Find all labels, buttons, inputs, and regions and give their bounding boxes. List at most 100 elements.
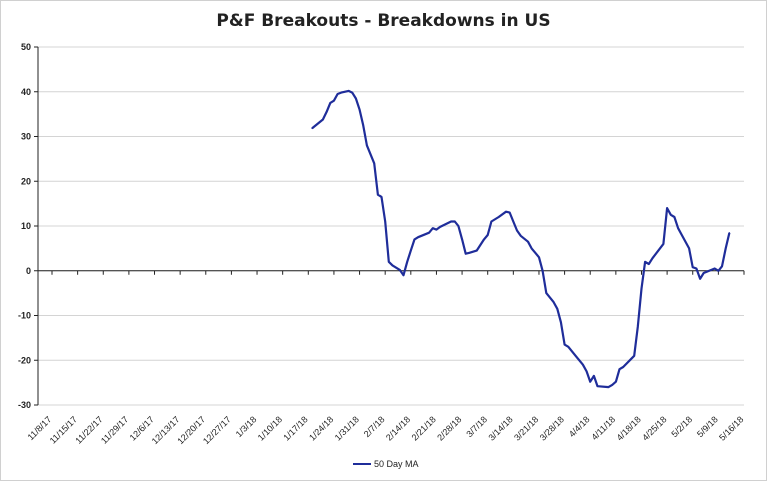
data-point [648,263,650,265]
data-point [333,100,335,102]
y-axis-ticks: 50 40 30 20 10 0 -10 -20 -30 [18,42,38,410]
data-point [666,207,668,209]
data-point [534,252,536,254]
x-axis-ticks: 11/8/1711/15/1711/22/1711/29/1712/6/1712… [26,270,745,446]
data-point [435,229,437,231]
data-point [662,243,665,245]
x-tick-label: 2/28/18 [435,414,463,442]
data-point [450,220,452,223]
series-layer [311,89,731,389]
data-point [359,109,361,111]
data-point [355,97,357,100]
y-tick-label: 10 [21,221,31,231]
data-point [681,234,683,236]
y-tick-label: 30 [21,132,31,142]
x-tick-label: 4/11/18 [589,414,617,442]
x-tick-label: 1/17/18 [281,414,309,442]
data-point [556,308,558,310]
data-point [428,232,430,234]
data-point [509,212,511,214]
y-tick-label: 50 [21,42,31,52]
data-point [567,346,569,348]
data-point [589,381,591,383]
data-point [640,288,643,290]
data-point [575,355,577,357]
gridlines [38,46,744,406]
data-point [483,238,485,240]
data-point [721,265,723,267]
data-point [498,216,500,218]
data-point [622,366,624,368]
legend-label: 50 Day MA [374,459,419,469]
data-point [607,386,610,388]
x-tick-label: 4/4/18 [567,414,592,439]
data-point [373,162,375,164]
chart-title: P&F Breakouts - Breakdowns in US [216,11,551,31]
x-tick-label: 1/24/18 [307,414,335,442]
data-point [366,144,368,146]
data-point [618,368,621,370]
data-point [461,238,463,240]
data-point [329,102,331,104]
series-line [311,89,731,389]
x-tick-label: 5/2/18 [669,414,694,439]
x-tick-label: 5/16/18 [717,414,745,442]
data-point [560,321,562,323]
data-point [490,220,492,223]
data-point [388,261,390,263]
legend: 50 Day MA [353,459,419,469]
data-point [417,236,419,238]
data-point [728,232,731,234]
y-tick-label: -30 [18,400,31,410]
data-point [512,220,514,223]
data-point [311,127,313,129]
data-point [476,250,478,252]
data-point [402,274,405,276]
data-point [465,253,467,255]
data-point [615,381,617,383]
data-point [651,257,654,259]
x-tick-label: 12/27/17 [201,414,233,446]
data-point [527,241,529,243]
data-point [362,124,364,126]
x-tick-label: 3/21/18 [512,414,540,442]
x-tick-label: 1/10/18 [256,414,284,442]
data-point [611,384,613,386]
data-point [337,93,339,95]
x-tick-label: 3/28/18 [538,414,566,442]
data-point [348,90,350,92]
data-point [439,226,441,228]
data-point [633,355,635,357]
data-point [322,118,324,121]
x-tick-label: 4/18/18 [615,414,643,442]
data-point [714,267,716,270]
data-point [637,326,639,328]
data-point [596,385,599,387]
data-point [593,375,595,377]
data-point [505,211,507,213]
data-point [468,252,470,254]
data-point [586,370,588,372]
data-point [673,216,676,218]
data-point [692,266,694,268]
data-point [326,111,328,113]
x-tick-label: 2/21/18 [410,414,438,442]
y-tick-label: -20 [18,355,31,365]
y-tick-label: -10 [18,311,31,321]
data-point [677,227,679,229]
data-point [516,229,518,232]
data-point [457,225,459,227]
data-point [399,269,401,271]
data-point [454,220,456,223]
x-tick-label: 4/25/18 [640,414,668,442]
x-tick-label: 3/14/18 [486,414,514,442]
data-point [538,256,540,258]
data-point [564,344,566,346]
data-point [384,220,386,223]
data-point [695,267,698,270]
x-tick-label: 2/14/18 [384,414,412,442]
x-tick-label: 11/29/17 [99,414,130,445]
data-point [391,264,394,266]
